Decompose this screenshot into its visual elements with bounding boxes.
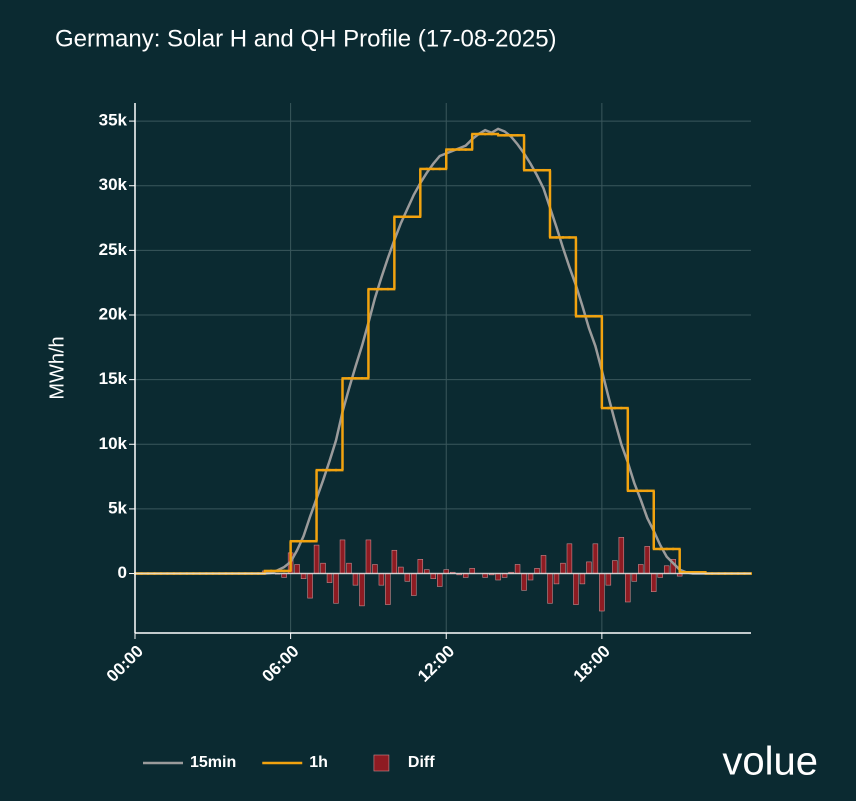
diff-bar	[372, 564, 378, 574]
legend-label: Diff	[408, 754, 435, 771]
diff-bar	[307, 573, 313, 599]
diff-bar	[599, 573, 605, 612]
diff-bar	[566, 543, 573, 574]
diff-bar	[534, 568, 540, 574]
y-axis-label: MWh/h	[46, 336, 68, 399]
diff-bar	[391, 549, 398, 574]
diff-bar	[313, 544, 320, 574]
diff-bar	[300, 573, 307, 580]
diff-bar	[560, 562, 566, 574]
diff-bar	[339, 539, 346, 574]
y-tick-label: 10k	[99, 434, 128, 453]
diff-bar	[651, 573, 657, 592]
diff-bar	[527, 573, 534, 581]
diff-bar	[592, 543, 599, 574]
diff-bar	[404, 573, 411, 582]
x-tick-label: 12:00	[414, 642, 458, 686]
diff-bar	[333, 573, 339, 604]
diff-bar	[346, 562, 352, 574]
diff-bar	[638, 564, 644, 574]
x-tick-label: 06:00	[258, 642, 302, 686]
y-tick-label: 35k	[99, 111, 128, 130]
diff-bar	[430, 573, 437, 580]
chart-title: Germany: Solar H and QH Profile (17-08-2…	[55, 25, 557, 52]
y-tick-label: 0	[118, 563, 127, 582]
y-tick-label: 5k	[108, 498, 127, 517]
legend-label: 15min	[190, 754, 236, 771]
diff-bar	[663, 565, 670, 574]
diff-bar	[644, 546, 650, 574]
diff-bar	[417, 559, 424, 574]
line-15min	[135, 127, 751, 575]
diff-bar	[573, 573, 579, 605]
diff-bar	[553, 573, 560, 585]
diff-bar	[469, 568, 475, 574]
diff-bar	[359, 573, 365, 607]
diff-bar	[352, 573, 359, 586]
y-tick-label: 20k	[99, 304, 128, 323]
x-tick-label: 18:00	[570, 642, 614, 686]
diff-bar	[631, 573, 638, 582]
diff-bar	[320, 562, 326, 574]
diff-bar	[365, 539, 372, 574]
diff-bar	[625, 573, 631, 603]
diff-bar	[326, 573, 333, 583]
diff-bar	[514, 564, 521, 574]
y-tick-label: 25k	[99, 240, 128, 259]
y-tick-label: 30k	[99, 175, 128, 194]
diff-bar	[437, 573, 443, 587]
diff-bar	[547, 573, 553, 604]
diff-bar	[378, 573, 385, 586]
diff-bar	[586, 561, 592, 574]
diff-bar	[612, 560, 618, 574]
diff-bar	[411, 573, 417, 596]
diff-bar	[385, 573, 391, 605]
legend-label: 1h	[309, 754, 328, 771]
diff-bar	[618, 537, 625, 574]
diff-bar	[579, 573, 586, 585]
y-tick-label: 15k	[99, 369, 128, 388]
diff-bar	[398, 566, 404, 574]
diff-bar	[521, 573, 527, 591]
diff-bar	[605, 573, 612, 586]
legend-swatch	[373, 754, 390, 772]
diff-bar	[294, 564, 300, 574]
logo: volue	[722, 740, 818, 784]
diff-bar	[540, 555, 547, 574]
diff-bar	[495, 573, 501, 581]
x-tick-label: 00:00	[103, 642, 147, 686]
